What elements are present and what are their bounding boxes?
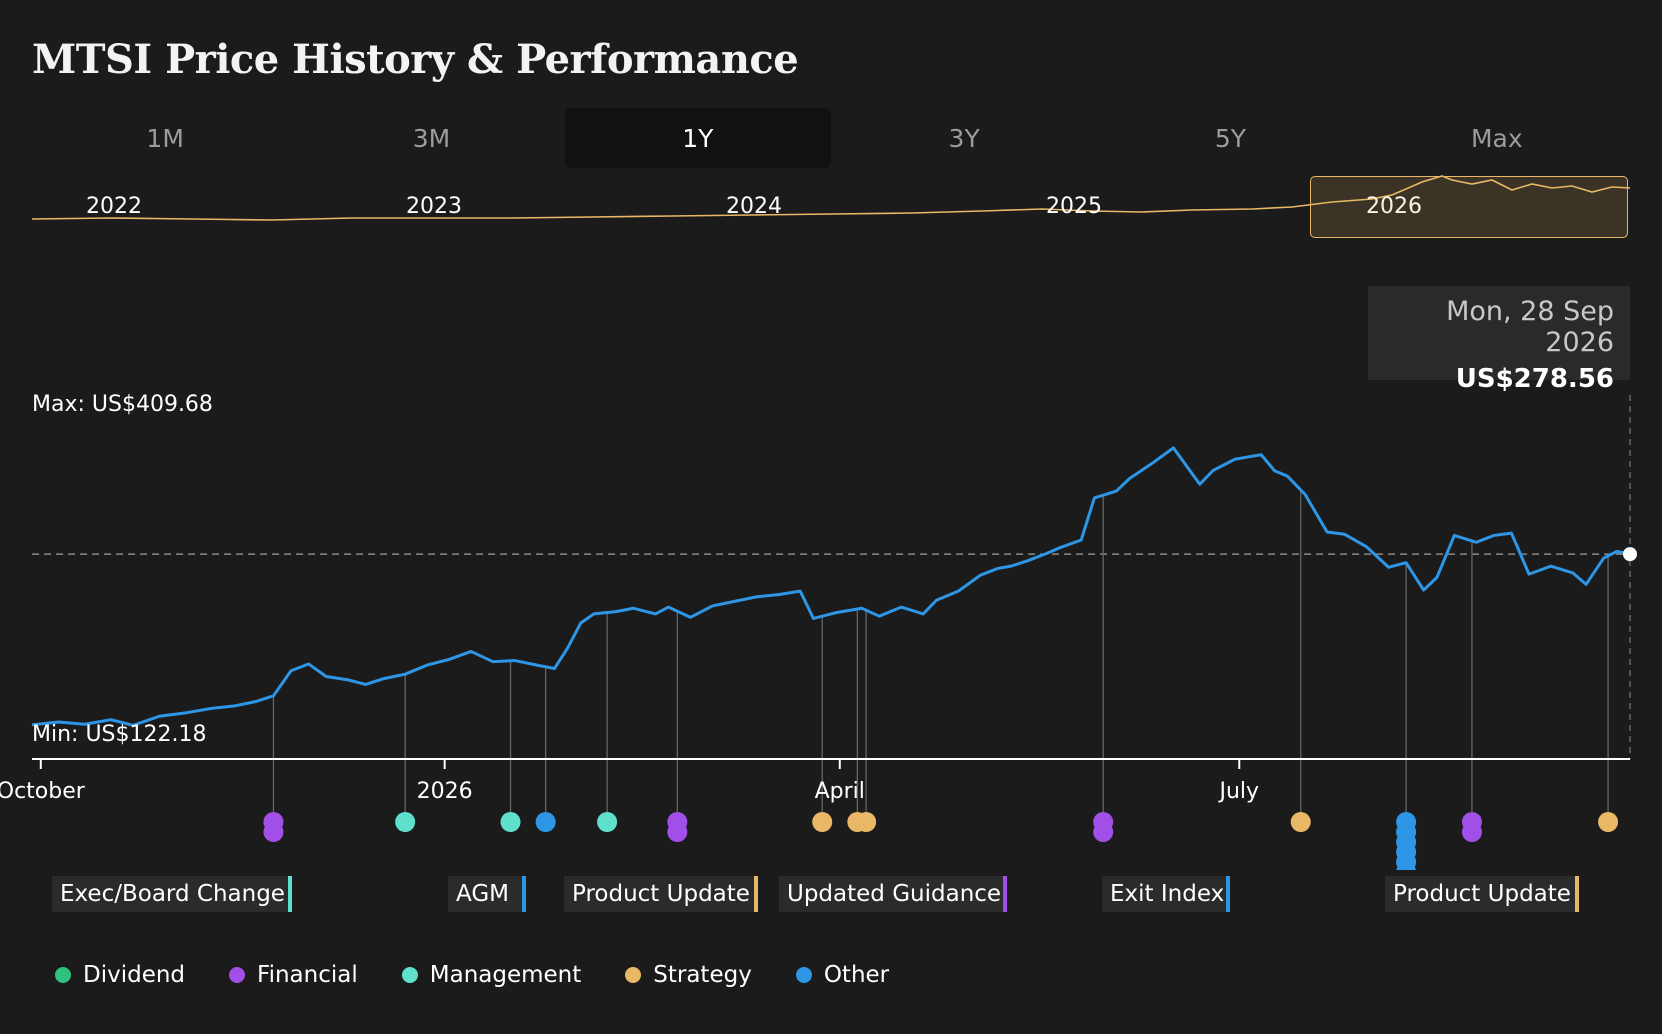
range-selector-brush[interactable] [1310,176,1628,238]
event-label-exec-board-change[interactable]: Exec/Board Change [52,876,292,912]
tab-3m[interactable]: 3M [412,123,451,153]
min-price-label: Min: US$122.18 [32,722,207,747]
price-chart[interactable]: October 2026 April July [0,0,1662,870]
current-price-marker [1623,547,1637,562]
event-category-bar [1003,876,1007,912]
event-label-text: Exec/Board Change [60,881,285,907]
legend-item-management[interactable]: Management [401,962,582,988]
tooltip-date: Mon, 28 Sep 2026 [1446,296,1614,358]
legend: Dividend Financial Management Strategy O… [55,962,889,988]
event-category-bar [288,876,292,912]
event-marker-strategy [856,812,877,832]
overview-year-label: 2025 [1046,194,1102,219]
event-category-bar [754,876,758,912]
legend-item-financial[interactable]: Financial [229,962,358,988]
event-marker-management [395,812,416,832]
overview-navigator[interactable]: 2022 2023 2024 2025 2026 [32,172,1630,242]
x-axis-tick-label: July [1217,779,1259,804]
event-label-text: AGM [456,881,509,907]
event-marker-management [597,812,618,832]
legend-label: Dividend [83,962,186,988]
event-marker-financial [667,822,688,842]
event-category-bar [1575,876,1579,912]
legend-label: Strategy [653,962,752,988]
event-marker-other [1396,862,1416,870]
price-tooltip: Mon, 28 Sep 2026 US$278.56 [1368,286,1630,394]
time-range-tabs: 1M 3M 1Y 3Y 5Y Max [32,108,1630,168]
event-label-agm[interactable]: AGM [448,876,526,912]
x-axis-tick-label: April [815,779,865,804]
event-label-exit-index[interactable]: Exit Index [1102,876,1230,912]
event-label-product-update[interactable]: Product Update [564,876,758,912]
overview-chart [32,175,1630,221]
management-dot-icon [401,967,418,983]
x-axis-tick-label: 2026 [417,779,473,804]
legend-label: Other [823,962,890,988]
event-marker-strategy [812,812,833,832]
event-marker-financial [1461,822,1482,842]
price-line-series [31,446,1631,727]
overview-year-label: 2023 [406,194,462,219]
overview-year-label: 2024 [726,194,782,219]
max-price-label: Max: US$409.68 [32,392,213,417]
event-label-text: Product Update [572,881,750,907]
overview-year-label: 2022 [86,194,142,219]
event-marker-other [535,812,556,832]
event-label-product-update[interactable]: Product Update [1385,876,1579,912]
event-label-updated-guidance[interactable]: Updated Guidance [779,876,1007,912]
legend-item-dividend[interactable]: Dividend [55,962,185,988]
legend-item-other[interactable]: Other [795,962,890,988]
tab-3y[interactable]: 3Y [948,123,980,153]
tab-1m[interactable]: 1M [146,123,184,153]
overview-year-label: 2026 [1366,194,1422,219]
event-marker-financial [1093,822,1114,842]
legend-label: Financial [257,962,358,988]
event-marker-management [500,812,521,832]
tab-max[interactable]: Max [1470,123,1523,153]
legend-item-strategy[interactable]: Strategy [625,962,752,988]
event-category-bar [522,876,526,912]
strategy-dot-icon [625,967,642,983]
x-axis-tick-label: October [0,779,86,804]
event-marker-strategy [1290,812,1311,832]
overview-price-line [32,175,1630,221]
event-label-text: Exit Index [1110,881,1225,907]
other-dot-icon [795,967,812,983]
page-title: MTSI Price History & Performance [32,36,799,83]
event-label-text: Updated Guidance [787,881,1002,907]
event-marker-financial [263,822,284,842]
tooltip-price: US$278.56 [1455,364,1614,394]
tab-5y[interactable]: 5Y [1214,123,1247,153]
event-category-bar [1226,876,1230,912]
tab-1y[interactable]: 1Y [564,108,831,168]
financial-dot-icon [229,967,246,983]
legend-label: Management [429,962,582,988]
event-label-text: Product Update [1393,881,1571,907]
dividend-dot-icon [55,967,71,983]
event-marker-strategy [1598,812,1619,832]
